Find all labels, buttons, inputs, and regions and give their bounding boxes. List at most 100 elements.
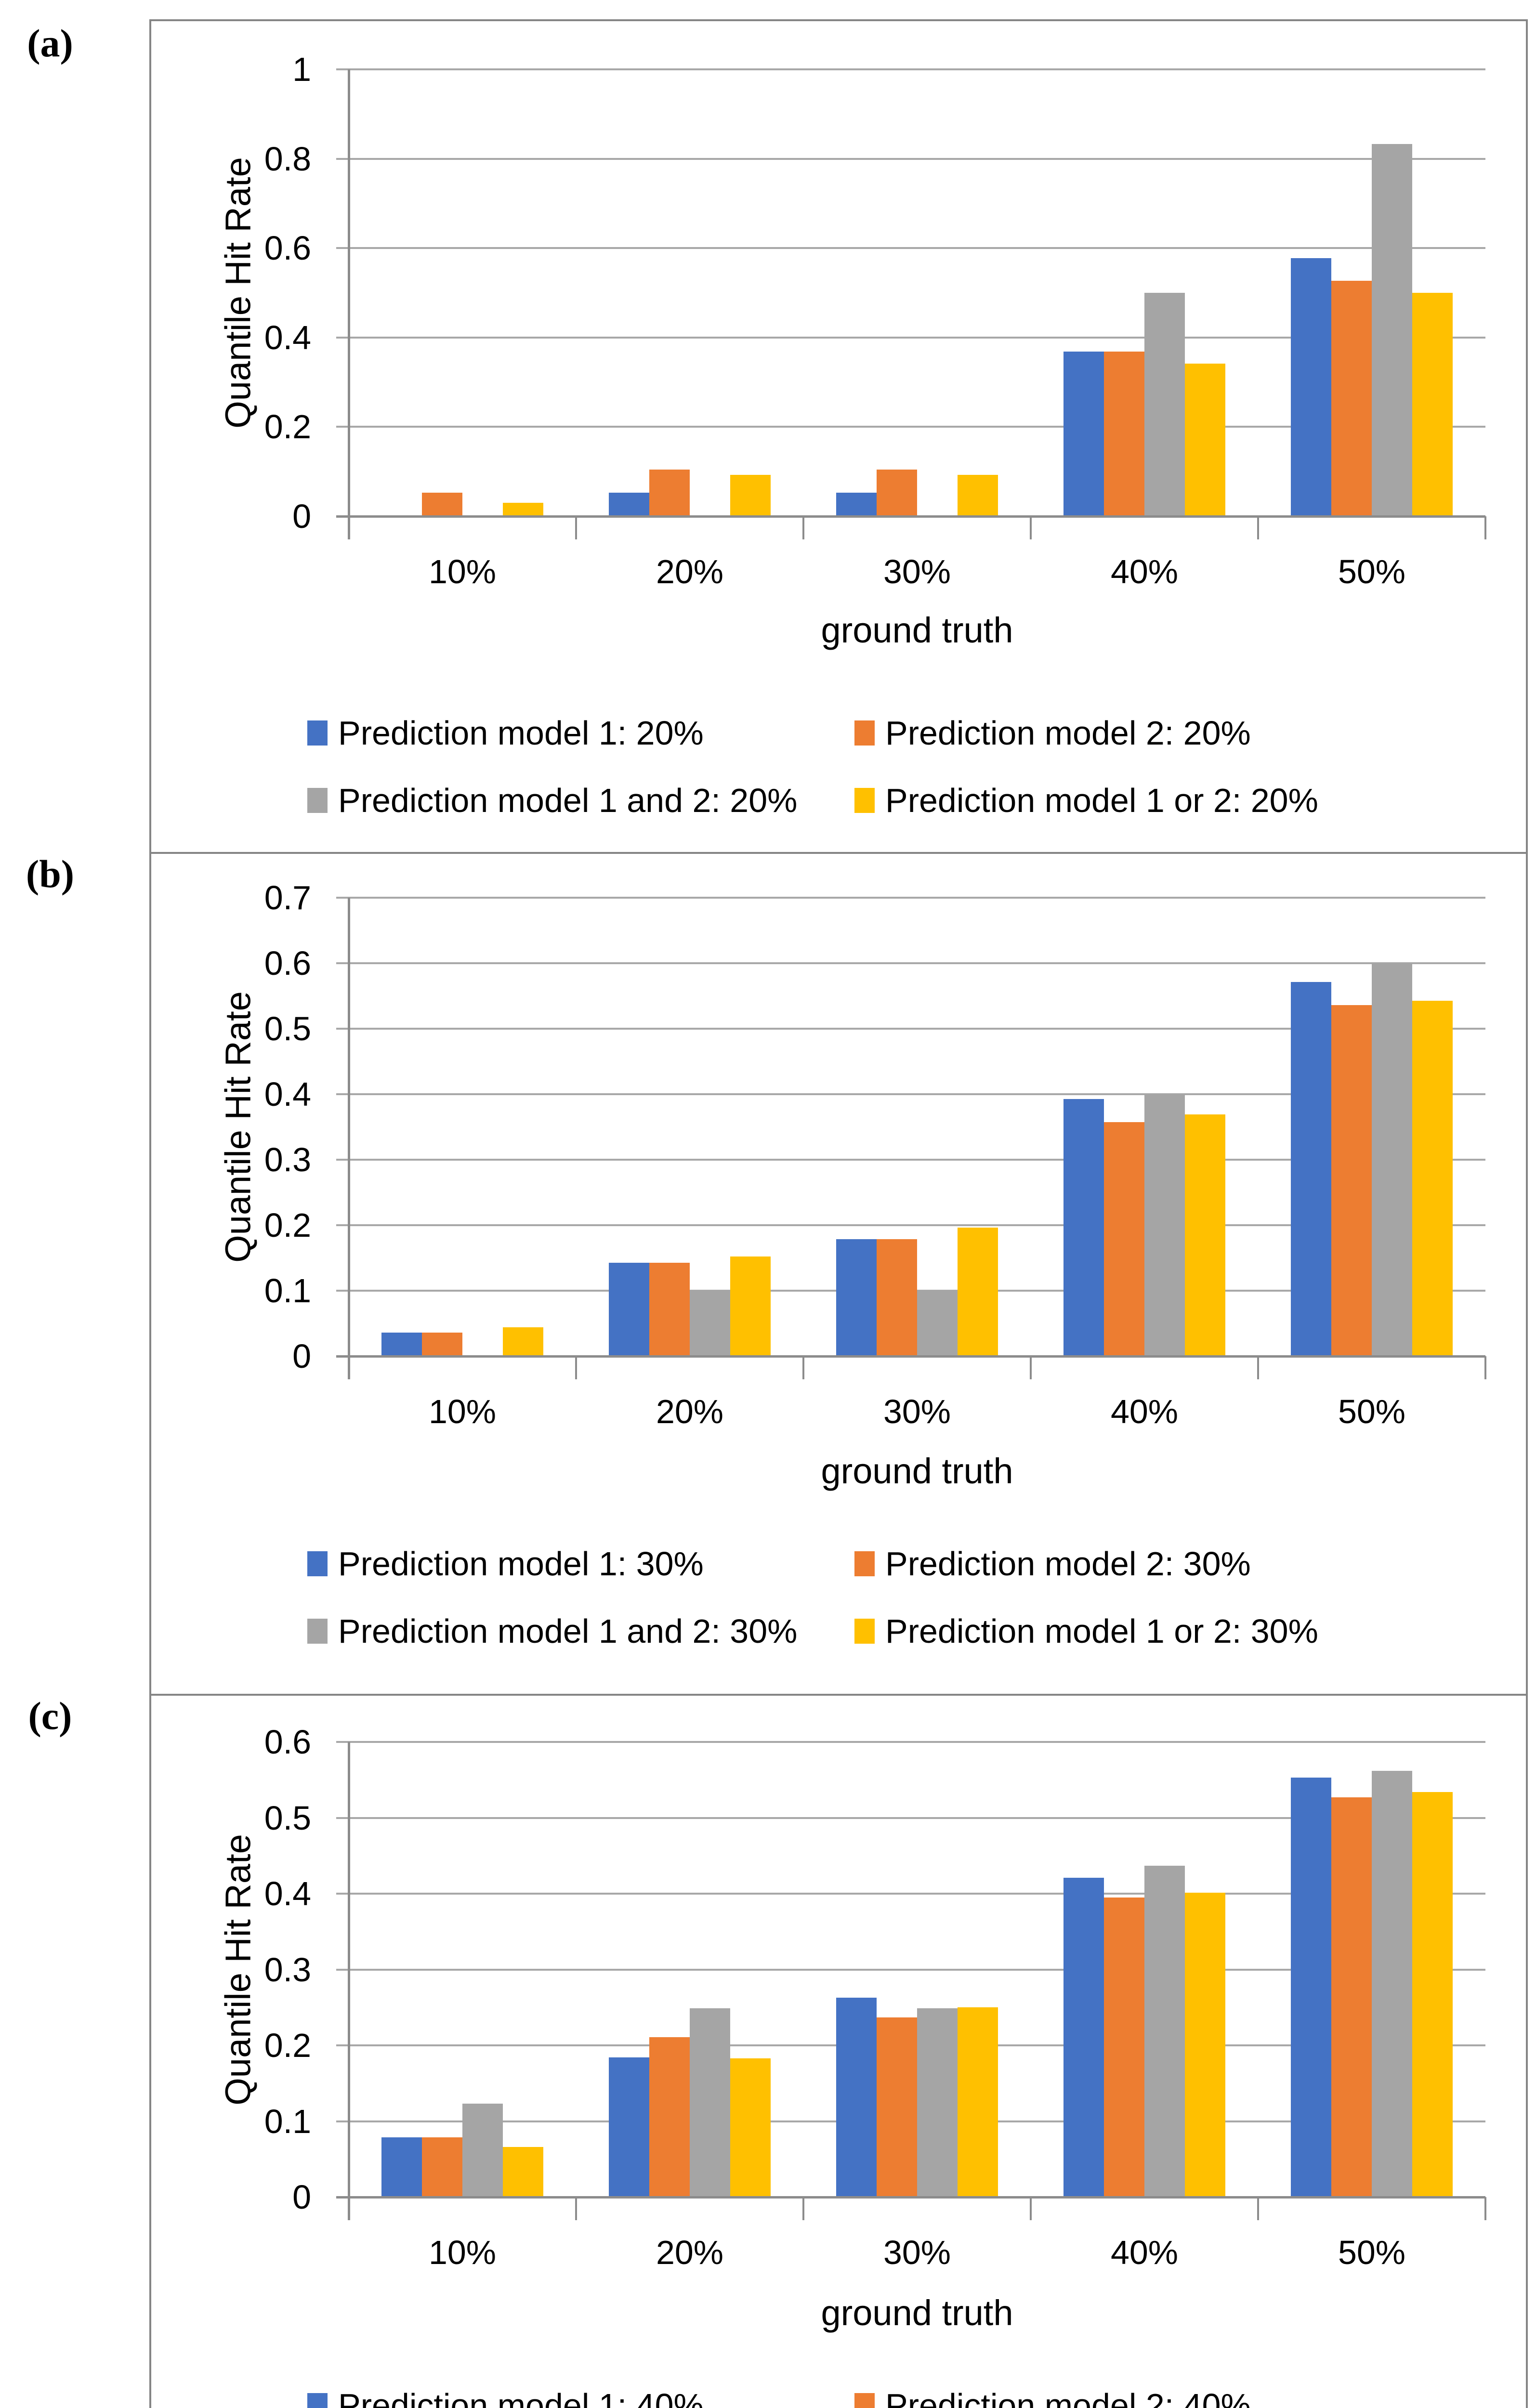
bar: [609, 492, 649, 516]
x-axis-line: [336, 1355, 1485, 1358]
panel-label-b: (b): [26, 852, 75, 896]
x-axis-tick: [1030, 516, 1032, 539]
bar: [958, 1228, 998, 1356]
y-tick-label: 0.5: [264, 1010, 311, 1047]
bar: [1104, 352, 1144, 516]
legend-item: Prediction model 1 or 2: 20%: [854, 778, 1318, 823]
bar: [1291, 258, 1331, 516]
legend-item: Prediction model 2: 30%: [854, 1542, 1251, 1586]
legend-marker: [854, 788, 875, 813]
y-tick-label: 0.4: [264, 1075, 311, 1113]
bar: [877, 2017, 917, 2197]
x-axis-tick: [1484, 516, 1486, 539]
gridline: [336, 1817, 1485, 1819]
x-tick-label: 40%: [1110, 1393, 1179, 1430]
legend-marker: [854, 2393, 875, 2408]
gridline: [336, 897, 1485, 899]
legend-label: Prediction model 1 and 2: 30%: [338, 1612, 798, 1650]
y-axis-line: [348, 1742, 350, 2220]
y-tick-label: 1: [292, 51, 311, 88]
legend-label: Prediction model 1: 20%: [338, 714, 704, 752]
y-axis-line: [348, 898, 350, 1379]
gridline: [336, 1028, 1485, 1030]
x-tick-label: 20%: [656, 2234, 724, 2271]
x-tick-label: 50%: [1338, 553, 1406, 590]
gridline: [336, 1968, 1485, 1971]
legend-item: Prediction model 1 and 2: 20%: [307, 778, 797, 823]
legend-label: Prediction model 2: 20%: [885, 714, 1251, 752]
bar: [690, 1291, 730, 1356]
y-tick-label: 0.6: [264, 1723, 311, 1761]
y-tick-label: 0.5: [264, 1799, 311, 1837]
panel-a: (a) Quantile Hit Rate 0 0.2 0.4 0.6 0.8 1 10% 2…: [27, 21, 1526, 852]
legend-label: Prediction model 1 or 2: 20%: [885, 782, 1318, 819]
x-axis-tick: [1484, 2197, 1486, 2220]
legend-marker: [854, 720, 875, 746]
bar: [1291, 1778, 1331, 2197]
x-axis-title: ground truth: [821, 610, 1013, 650]
legend-marker: [307, 2393, 328, 2408]
x-tick-label: 30%: [883, 1393, 951, 1430]
bar: [1185, 363, 1225, 516]
x-axis-tick: [1257, 516, 1259, 539]
bar: [730, 1256, 771, 1356]
bar: [917, 2008, 958, 2197]
x-tick-label: 30%: [883, 2234, 951, 2271]
x-axis-tick: [802, 2197, 804, 2220]
x-axis-tick: [1030, 2197, 1032, 2220]
gridline: [336, 1093, 1485, 1095]
gridline: [336, 157, 1485, 160]
bar: [609, 1262, 649, 1356]
y-tick-label: 0.4: [264, 318, 311, 356]
legend-item: Prediction model 1: 20%: [307, 711, 704, 755]
legend-marker: [854, 1551, 875, 1576]
y-tick-label: 0: [292, 497, 311, 535]
bar: [1291, 982, 1331, 1356]
legend-item: Prediction model 1: 30%: [307, 1542, 704, 1586]
y-axis-line: [348, 69, 350, 539]
gridline: [336, 1159, 1485, 1161]
gridline: [336, 68, 1485, 70]
y-axis-title: Quantile Hit Rate: [218, 157, 258, 429]
x-axis-tick: [575, 2197, 577, 2220]
bar: [1331, 1797, 1372, 2197]
x-tick-label: 10%: [428, 553, 497, 590]
x-axis-line: [336, 2196, 1485, 2199]
x-axis-tick: [575, 516, 577, 539]
x-axis-tick: [802, 516, 804, 539]
bar: [836, 1997, 877, 2197]
x-axis-tick: [802, 1356, 804, 1379]
y-tick-label: 0: [292, 2178, 311, 2216]
y-tick-label: 0.4: [264, 1875, 311, 1912]
y-tick-label: 0.3: [264, 1141, 311, 1178]
gridline: [336, 247, 1485, 249]
x-axis-line: [336, 515, 1485, 518]
legend-label: Prediction model 1: 30%: [338, 1545, 704, 1583]
legend-marker: [307, 720, 328, 746]
legend-marker: [307, 1619, 328, 1644]
panel-label-c: (c): [28, 1694, 72, 1738]
bar: [877, 469, 917, 516]
y-tick-label: 0.1: [264, 2102, 311, 2140]
bar: [1372, 144, 1412, 516]
legend-label: Prediction model 2: 30%: [885, 1545, 1251, 1583]
x-axis-tick: [1030, 1356, 1032, 1379]
y-tick-label: 0.2: [264, 1206, 311, 1244]
legend-item: Prediction model 2: 20%: [854, 711, 1251, 755]
x-tick-label: 50%: [1338, 2234, 1406, 2271]
x-tick-label: 20%: [656, 553, 724, 590]
bar: [1104, 1897, 1144, 2197]
bar: [1372, 1770, 1412, 2197]
bar: [422, 492, 462, 516]
bar: [503, 1327, 543, 1356]
bar: [503, 503, 543, 516]
y-tick-label: 0.7: [264, 879, 311, 916]
legend-marker: [307, 788, 328, 813]
y-tick-label: 0.8: [264, 140, 311, 178]
bar: [1412, 1792, 1453, 2197]
y-tick-label: 0: [292, 1337, 311, 1375]
bar: [649, 469, 690, 516]
legend-item: Prediction model 1 and 2: 30%: [307, 1609, 797, 1653]
x-tick-label: 30%: [883, 553, 951, 590]
bar: [958, 2007, 998, 2197]
